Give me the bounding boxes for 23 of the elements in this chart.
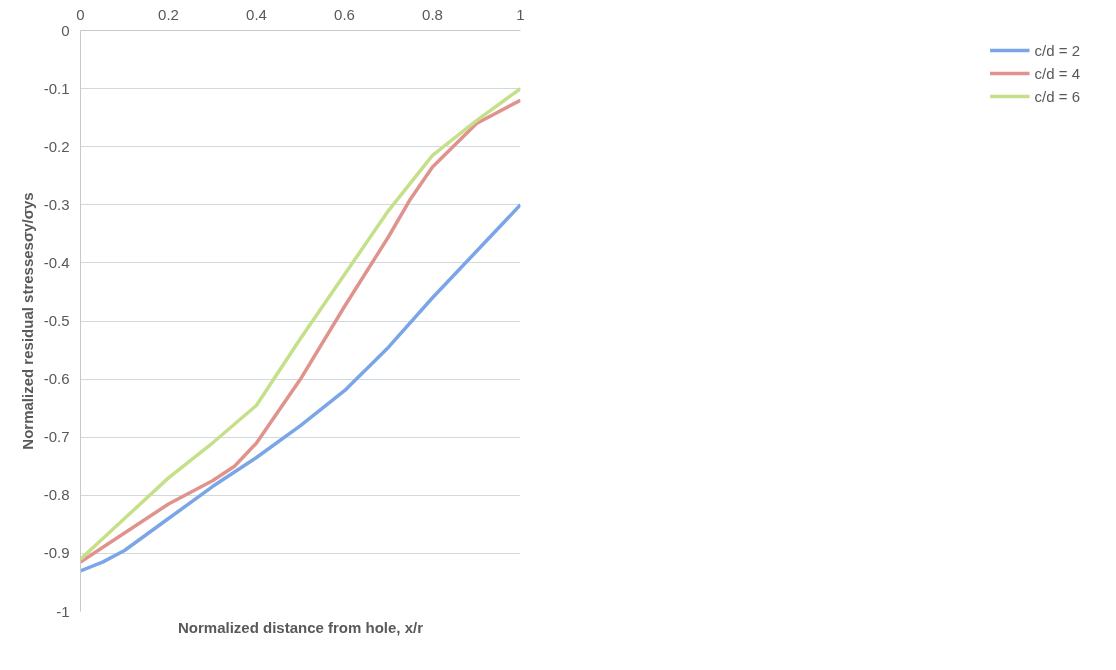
y-tick-label: -0.4	[43, 253, 70, 271]
y-axis-title: Normalized residual stressesσy/σys	[18, 192, 36, 450]
y-tick-label: -0.1	[43, 79, 70, 97]
y-tick-label: -0.5	[43, 312, 70, 329]
legend-label: c/d = 2	[1034, 41, 1080, 59]
y-tick-label: -1	[56, 602, 70, 620]
line-series	[80, 203, 521, 573]
y-tick-label: -0.2	[43, 137, 70, 155]
y-tick-label: -0.3	[43, 195, 70, 213]
y-tick-label: -0.8	[43, 486, 70, 504]
x-tick-label: 1	[516, 5, 525, 23]
y-tick-label: 0	[61, 21, 70, 39]
y-tick-label: -0.9	[43, 544, 70, 562]
x-tick-label: 0.6	[334, 5, 355, 23]
legend-label: c/d = 4	[1034, 64, 1080, 82]
x-tick-label: 0.2	[158, 5, 179, 23]
x-tick-label: 0	[76, 5, 85, 23]
y-tick-label: -0.7	[43, 428, 70, 446]
x-tick-label: 0.4	[246, 5, 267, 23]
x-tick-label: 0.8	[422, 5, 443, 23]
x-axis-title: Normalized distance from hole, x/r	[177, 618, 424, 636]
legend-label: c/d = 6	[1034, 87, 1080, 105]
y-tick-label: -0.6	[43, 370, 70, 388]
